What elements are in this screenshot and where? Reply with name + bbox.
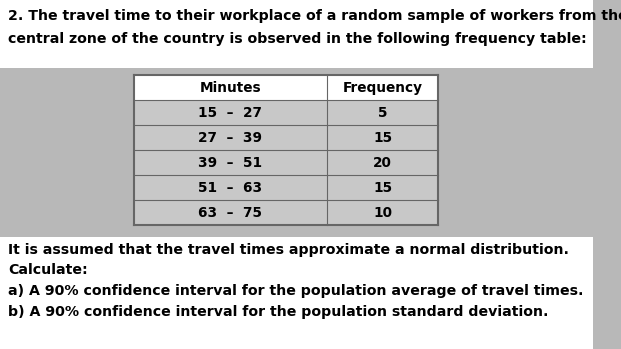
Text: Minutes: Minutes: [199, 81, 261, 95]
Bar: [134, 75, 438, 225]
Text: 63  –  75: 63 – 75: [198, 206, 263, 220]
Text: 15: 15: [373, 131, 392, 144]
Text: central zone of the country is observed in the following frequency table:: central zone of the country is observed …: [8, 32, 587, 46]
Text: b) A 90% confidence interval for the population standard deviation.: b) A 90% confidence interval for the pop…: [8, 305, 548, 319]
Text: 51  –  63: 51 – 63: [198, 180, 263, 195]
Text: 10: 10: [373, 206, 392, 220]
Bar: [0, 0, 593, 68]
Text: 39  –  51: 39 – 51: [198, 156, 263, 170]
Text: 2. The travel time to their workplace of a random sample of workers from the: 2. The travel time to their workplace of…: [8, 9, 621, 23]
Text: 15: 15: [373, 180, 392, 195]
Text: Frequency: Frequency: [343, 81, 422, 95]
Text: 27  –  39: 27 – 39: [198, 131, 263, 144]
Text: It is assumed that the travel times approximate a normal distribution.: It is assumed that the travel times appr…: [8, 243, 569, 257]
Text: a) A 90% confidence interval for the population average of travel times.: a) A 90% confidence interval for the pop…: [8, 284, 584, 298]
Text: Calculate:: Calculate:: [8, 263, 88, 277]
Text: 20: 20: [373, 156, 392, 170]
Bar: [0, 237, 593, 349]
Bar: [327, 75, 438, 100]
Text: 5: 5: [378, 105, 388, 120]
Text: 15  –  27: 15 – 27: [198, 105, 263, 120]
Bar: [134, 75, 327, 100]
